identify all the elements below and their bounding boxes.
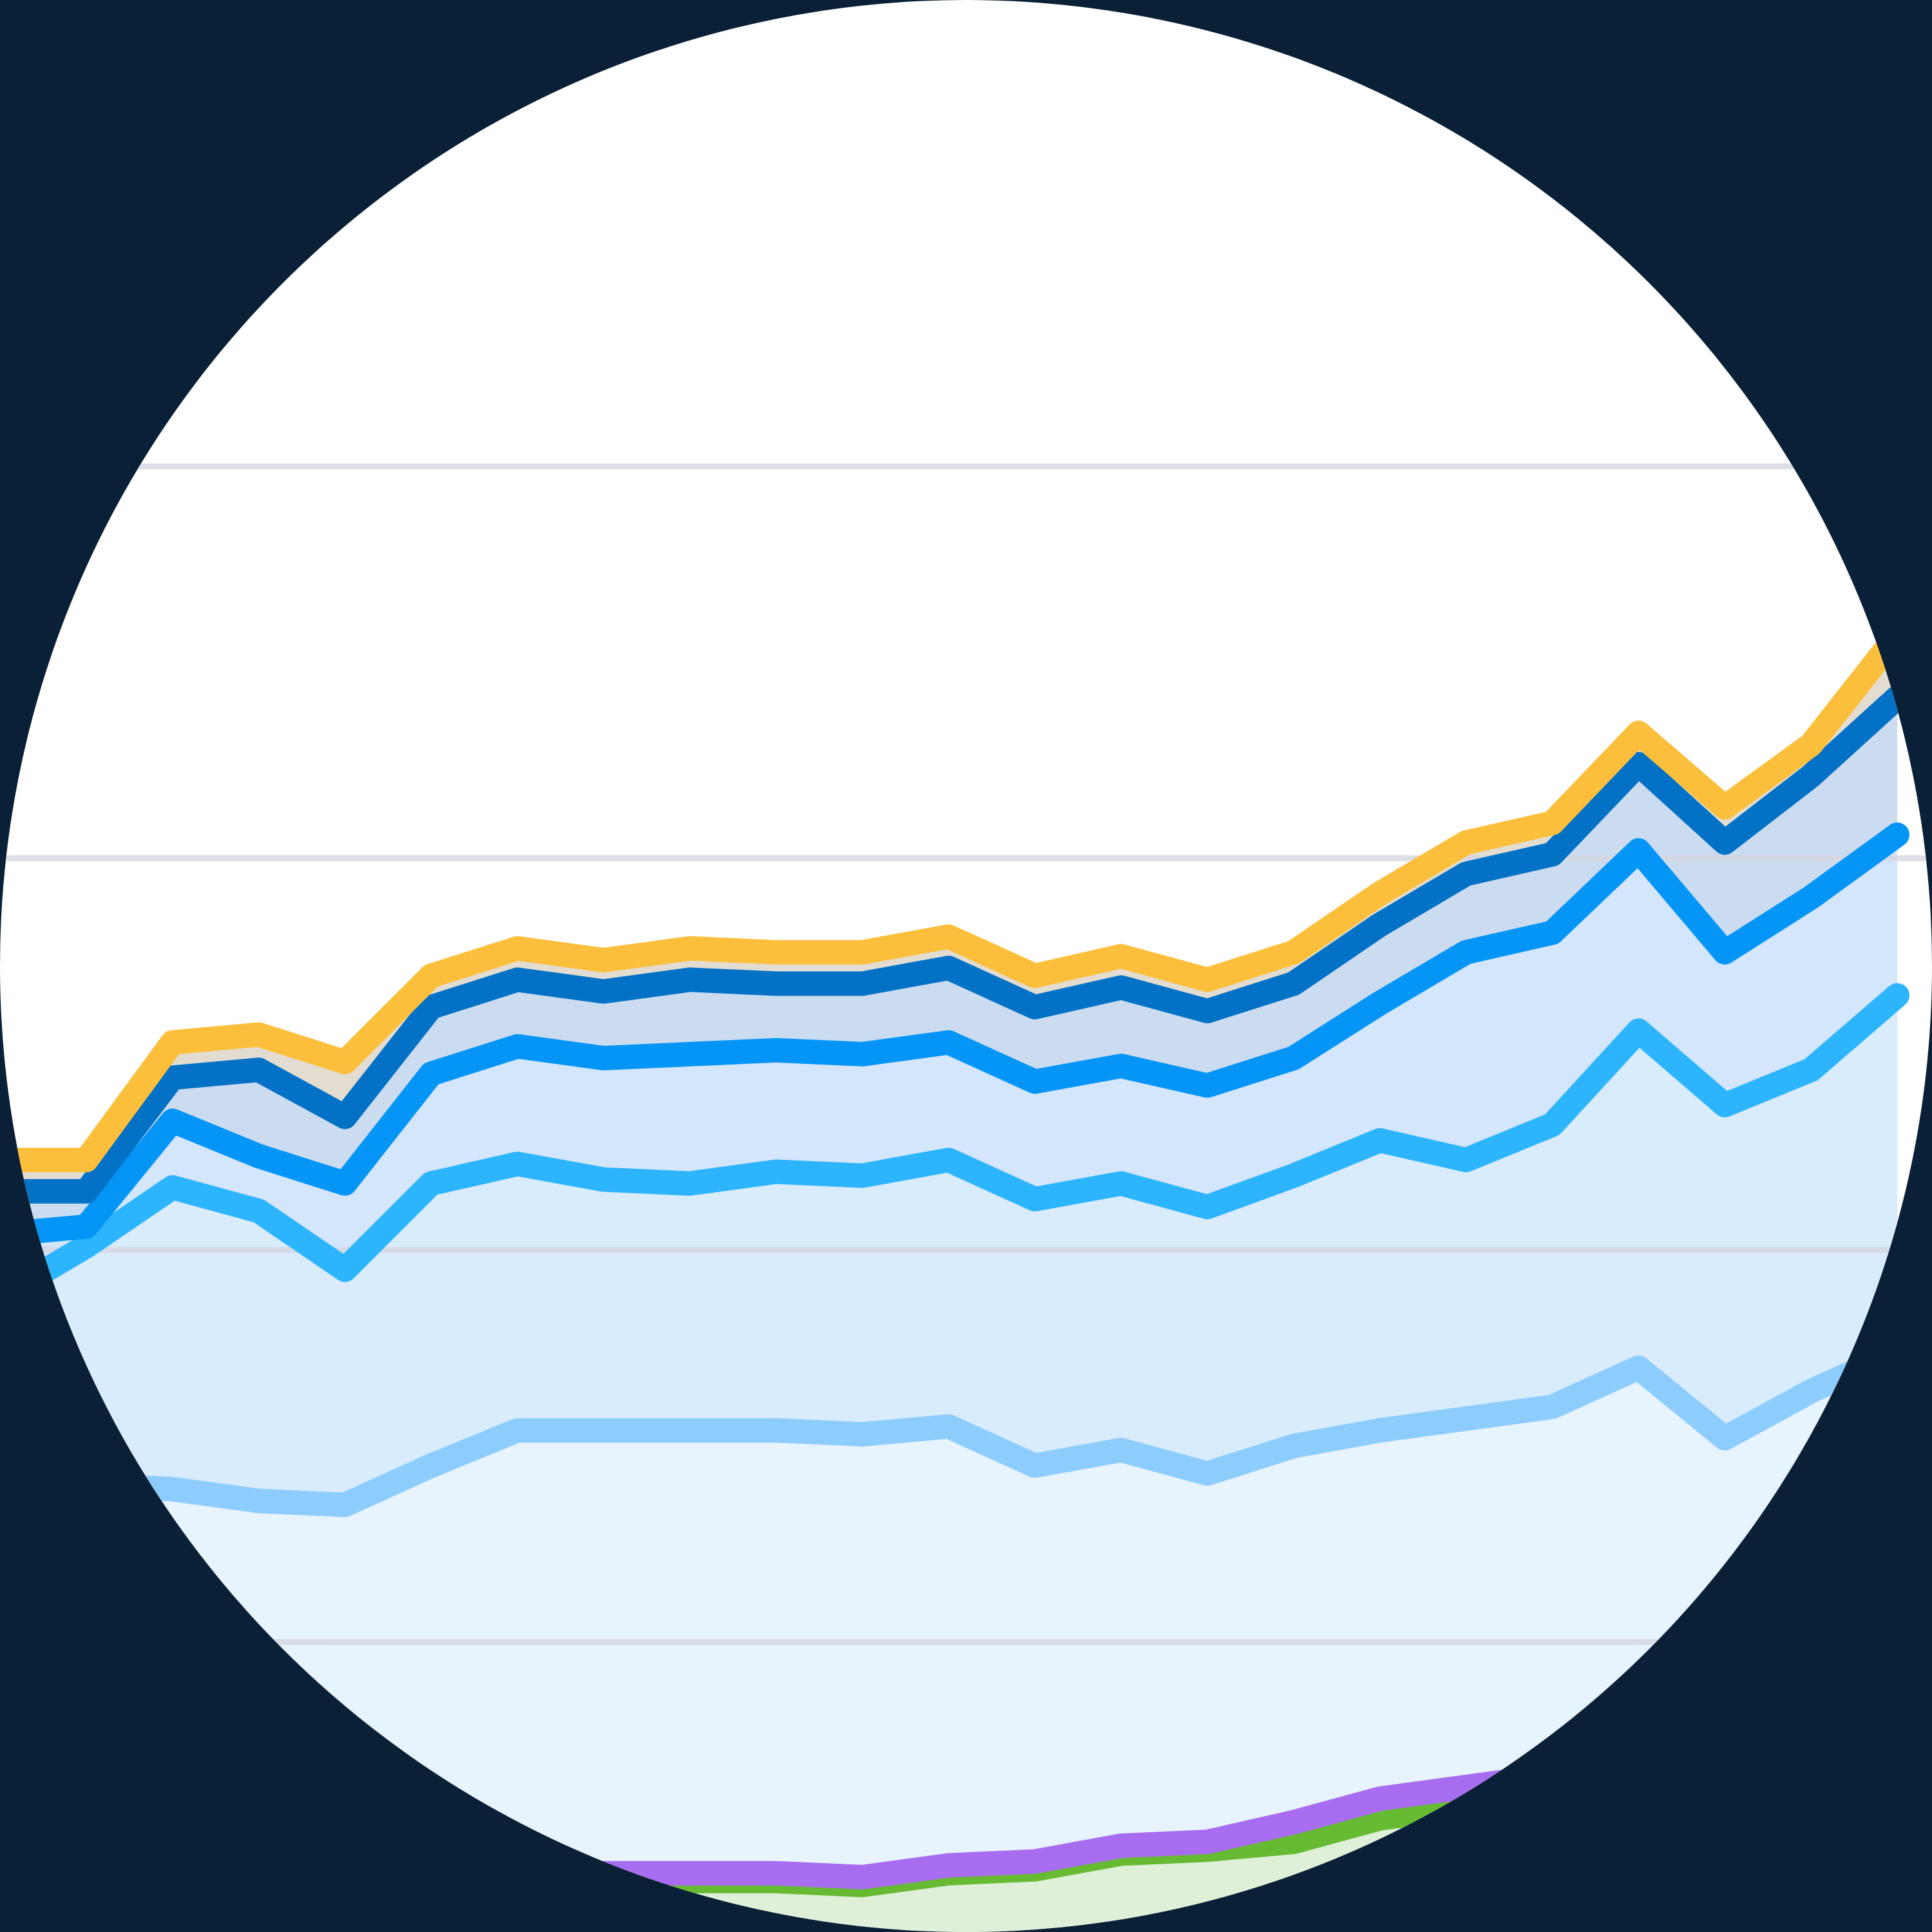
series-line <box>0 822 1909 1247</box>
series-line <box>0 1340 1909 1517</box>
series-line <box>0 685 1909 1204</box>
area <box>0 1352 1897 1917</box>
series-line <box>0 622 1909 1173</box>
area <box>0 835 1897 1298</box>
series-line <box>0 983 1909 1310</box>
